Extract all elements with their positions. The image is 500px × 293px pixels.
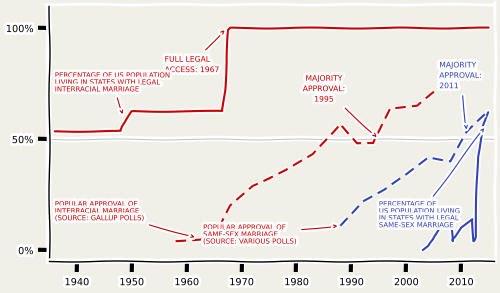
Text: PERCENTAGE OF
US POPULATION LIVING
IN STATES WITH LEGAL
SAME-SEX MARRIAGE: PERCENTAGE OF US POPULATION LIVING IN ST… bbox=[379, 129, 484, 228]
Text: POPULAR APPROVAL OF
SAME-SEX MARRIAGE
(SOURCE: VARIOUS POLLS): POPULAR APPROVAL OF SAME-SEX MARRIAGE (S… bbox=[203, 224, 336, 245]
Text: POPULAR APPROVAL OF
INTERRACIAL MARRIAGE
(SOURCE: GALLUP POLLS): POPULAR APPROVAL OF INTERRACIAL MARRIAGE… bbox=[55, 201, 194, 237]
Text: PERCENTAGE OF US POPULATION
LIVING IN STATES WITH LEGAL
INTERRACIAL MARRIAGE: PERCENTAGE OF US POPULATION LIVING IN ST… bbox=[55, 72, 170, 113]
Text: MAJORITY
APPROVAL:
1995: MAJORITY APPROVAL: 1995 bbox=[302, 74, 376, 136]
Text: MAJORITY
APPROVAL:
2011: MAJORITY APPROVAL: 2011 bbox=[439, 60, 482, 128]
Text: FULL LEGAL
ACCESS: 1967: FULL LEGAL ACCESS: 1967 bbox=[164, 31, 224, 74]
